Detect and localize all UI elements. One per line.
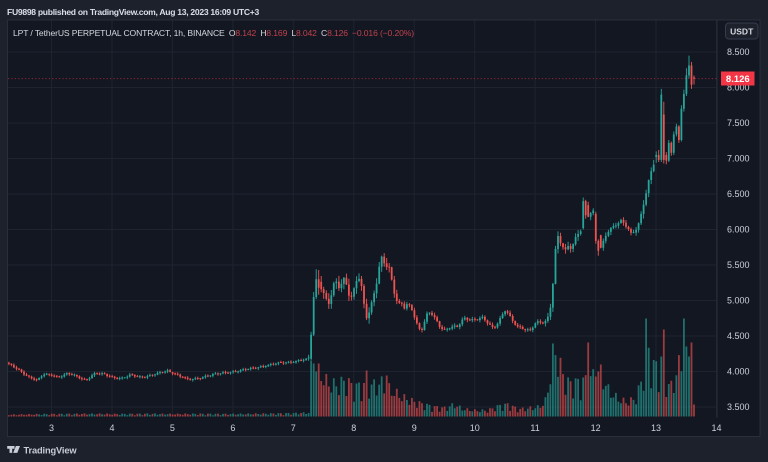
- svg-text:9: 9: [412, 423, 417, 433]
- svg-text:4.000: 4.000: [727, 367, 750, 377]
- svg-text:5: 5: [170, 423, 175, 433]
- svg-text:8.126: 8.126: [726, 74, 750, 85]
- svg-text:5.000: 5.000: [727, 296, 750, 306]
- svg-text:7: 7: [291, 423, 296, 433]
- svg-text:USDT: USDT: [730, 26, 754, 36]
- svg-text:8.500: 8.500: [727, 47, 750, 57]
- svg-text:TradingView: TradingView: [24, 446, 78, 456]
- svg-text:3.500: 3.500: [727, 402, 750, 412]
- svg-text:7.000: 7.000: [727, 154, 750, 164]
- svg-text:6.000: 6.000: [727, 225, 750, 235]
- svg-text:10: 10: [470, 423, 480, 433]
- svg-text:8.000: 8.000: [727, 83, 750, 93]
- svg-text:3: 3: [49, 423, 54, 433]
- svg-text:11: 11: [530, 423, 539, 433]
- svg-text:8: 8: [351, 423, 356, 433]
- svg-text:6.500: 6.500: [727, 189, 750, 199]
- svg-text:5.500: 5.500: [727, 260, 750, 270]
- svg-text:6: 6: [230, 423, 235, 433]
- svg-text:4: 4: [109, 423, 114, 433]
- svg-text:13: 13: [651, 423, 661, 433]
- svg-text:7.500: 7.500: [727, 118, 750, 128]
- svg-text:4.500: 4.500: [727, 331, 750, 341]
- svg-text:14: 14: [711, 423, 721, 433]
- svg-text:12: 12: [591, 423, 601, 433]
